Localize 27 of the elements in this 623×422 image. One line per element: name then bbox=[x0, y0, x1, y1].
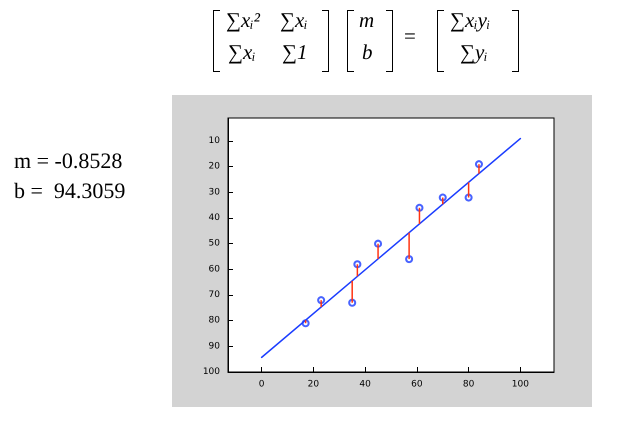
y-tick-label: 10 bbox=[208, 136, 220, 146]
text: ∑xᵢ bbox=[280, 8, 308, 33]
y-tick-label: 20 bbox=[208, 162, 220, 172]
x-tick-label: 0 bbox=[258, 380, 265, 390]
x-tick-label: 40 bbox=[359, 380, 372, 390]
text: b = 94.3059 bbox=[14, 178, 126, 204]
y-tick-label: 60 bbox=[208, 264, 220, 274]
x-tick-label: 80 bbox=[462, 380, 475, 390]
text: ∑1 bbox=[282, 40, 308, 65]
y-tick-label: 70 bbox=[208, 290, 220, 300]
text: m = -0.8528 bbox=[14, 148, 122, 174]
y-tick-label: 100 bbox=[202, 367, 220, 377]
text: ∑xᵢ bbox=[228, 40, 256, 65]
y-tick-label: 50 bbox=[208, 238, 220, 249]
text: b bbox=[362, 40, 372, 65]
text: = bbox=[404, 24, 416, 49]
y-tick-label: 40 bbox=[208, 213, 220, 224]
x-tick-label: 60 bbox=[411, 380, 423, 390]
text: m bbox=[359, 8, 374, 33]
text: ∑yᵢ bbox=[460, 40, 488, 65]
x-tick-label: 20 bbox=[308, 380, 320, 390]
y-tick-label: 90 bbox=[208, 341, 220, 352]
text: ∑xᵢ² bbox=[226, 8, 260, 33]
text: ∑xᵢyᵢ bbox=[450, 8, 490, 33]
x-tick-label: 100 bbox=[512, 380, 530, 390]
y-tick-label: 80 bbox=[208, 316, 220, 326]
y-tick-label: 30 bbox=[208, 187, 220, 198]
